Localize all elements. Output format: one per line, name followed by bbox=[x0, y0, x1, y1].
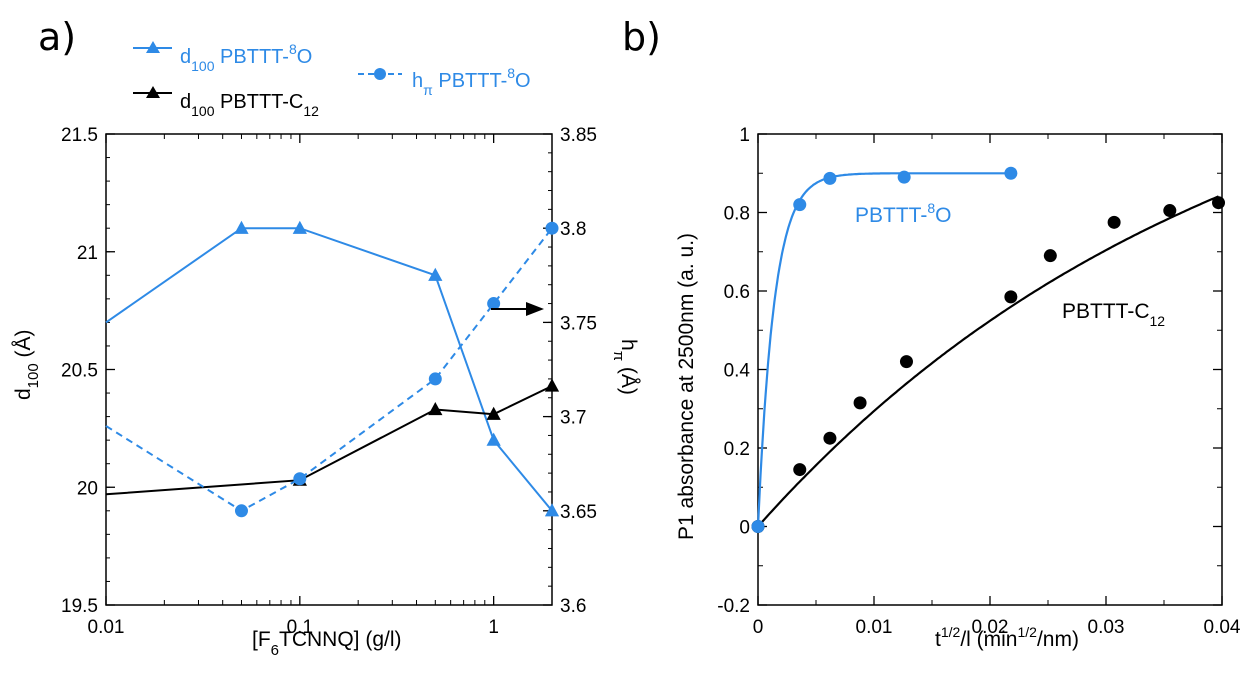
x-tick-label: 0 bbox=[753, 617, 764, 638]
series-line-2 bbox=[105, 227, 553, 512]
chart-a-plot-frame bbox=[105, 133, 553, 606]
chart-b-ylabel: P1 absorbance at 2500nm (a. u.) bbox=[675, 233, 698, 540]
data-point bbox=[1107, 215, 1121, 229]
data-point bbox=[1212, 196, 1226, 210]
y2-tick-label: 3.8 bbox=[560, 219, 586, 240]
y-tick-label: 0.6 bbox=[724, 282, 750, 303]
chart-b-plot-frame bbox=[757, 133, 1223, 606]
chart-a-ylabel: d100 (Å) bbox=[12, 329, 42, 400]
y-tick-label: 21.5 bbox=[61, 125, 98, 146]
data-point bbox=[234, 504, 248, 518]
y-tick-label: 0.8 bbox=[724, 204, 750, 225]
data-point bbox=[428, 402, 443, 416]
y-tick-label: 1 bbox=[739, 125, 750, 146]
panel-b-label: b) bbox=[622, 15, 661, 59]
data-point bbox=[545, 221, 559, 235]
data-point bbox=[853, 396, 867, 410]
legend-entry-hpi-pbttt-8o: hπ PBTTT-8O bbox=[358, 65, 531, 98]
x-tick-label: 0.03 bbox=[1088, 617, 1125, 638]
right-axis-arrow-icon bbox=[491, 302, 544, 316]
data-point bbox=[293, 472, 307, 486]
x-tick-label: 1 bbox=[488, 617, 499, 638]
legend-entry-d100-pbttt-c12: d100 PBTTT-C12 bbox=[133, 86, 319, 119]
data-point bbox=[823, 431, 837, 445]
y-tick-label: 0.4 bbox=[724, 361, 751, 382]
legend-label: d100 PBTTT-8O bbox=[180, 41, 312, 74]
y2-tick-label: 3.7 bbox=[560, 408, 586, 429]
data-point bbox=[793, 463, 807, 477]
data-point bbox=[428, 372, 442, 386]
fit-curve-1 bbox=[757, 195, 1219, 528]
y2-tick-label: 3.65 bbox=[560, 502, 597, 523]
data-point bbox=[1004, 290, 1018, 304]
y-tick-label: -0.2 bbox=[717, 596, 750, 617]
panel-a-label: a) bbox=[38, 15, 76, 59]
x-tick-label: 0.1 bbox=[287, 617, 313, 638]
y-tick-label: 21 bbox=[77, 243, 98, 264]
chart-b-ticks: 0 0.01 0.02 0.03 0.04-0.200.20.40.60.81 bbox=[717, 125, 1241, 638]
chart-a-ticks: 0.01 0.1 1 19.5 20 20.5 21 21.5 3.6 3.65 3.7 3.75 3.… bbox=[61, 125, 597, 638]
data-point bbox=[1163, 204, 1177, 218]
x-tick-label: 0.04 bbox=[1204, 617, 1241, 638]
x-tick-label: 0.01 bbox=[88, 617, 125, 638]
x-tick-label: 0.02 bbox=[972, 617, 1009, 638]
y-tick-label: 20.5 bbox=[61, 361, 98, 382]
chart-a-y2label: hπ (Å) bbox=[610, 339, 640, 395]
chart-a-series bbox=[105, 220, 560, 518]
y-tick-label: 0 bbox=[739, 518, 750, 539]
data-point bbox=[292, 220, 307, 234]
data-point bbox=[486, 406, 501, 420]
data-point bbox=[486, 432, 501, 446]
data-point bbox=[234, 220, 249, 234]
chart-a: 0.01 0.1 1 19.5 20 20.5 21 21.5 3.6 3.65 3.7 3.75 3.… bbox=[12, 41, 640, 659]
legend-label: hπ PBTTT-8O bbox=[412, 65, 531, 98]
y-tick-label: 19.5 bbox=[61, 596, 98, 617]
data-point bbox=[428, 267, 443, 281]
legend-entry-d100-pbttt-8o: d100 PBTTT-8O bbox=[133, 41, 312, 74]
chart-b-series bbox=[751, 166, 1226, 533]
legend-label: d100 PBTTT-C12 bbox=[180, 91, 319, 119]
data-point bbox=[487, 297, 501, 311]
chart-b: 0 0.01 0.02 0.03 0.04-0.200.20.40.60.81 t1/2… bbox=[675, 125, 1241, 651]
chart-a-xlabel: [F6TCNNQ] (g/l) bbox=[252, 628, 402, 659]
data-point bbox=[793, 198, 807, 212]
data-point bbox=[823, 171, 837, 185]
data-point bbox=[544, 378, 560, 392]
data-point bbox=[897, 170, 911, 184]
x-tick-label: 0.01 bbox=[856, 617, 893, 638]
chart-b-xlabel: t1/2/l (min1/2/nm) bbox=[935, 624, 1079, 651]
y2-tick-label: 3.75 bbox=[560, 313, 597, 334]
y-tick-label: 0.2 bbox=[724, 439, 750, 460]
series-label-pbttt-c12: PBTTT-C12 bbox=[1062, 300, 1165, 329]
series-label-pbttt-8o: PBTTT-8O bbox=[855, 200, 951, 227]
data-point bbox=[1004, 166, 1018, 180]
data-point bbox=[751, 520, 765, 533]
data-point bbox=[899, 355, 913, 369]
y2-tick-label: 3.85 bbox=[560, 125, 597, 146]
data-point bbox=[544, 503, 560, 517]
chart-a-legend: d100 PBTTT-8O d100 PBTTT-C12 hπ PBTTT-8O bbox=[133, 41, 531, 119]
series-line-1 bbox=[105, 385, 553, 496]
series-line-0 bbox=[105, 227, 553, 512]
y2-tick-label: 3.6 bbox=[560, 596, 586, 617]
y-tick-label: 20 bbox=[77, 478, 98, 499]
data-point bbox=[1043, 249, 1057, 263]
